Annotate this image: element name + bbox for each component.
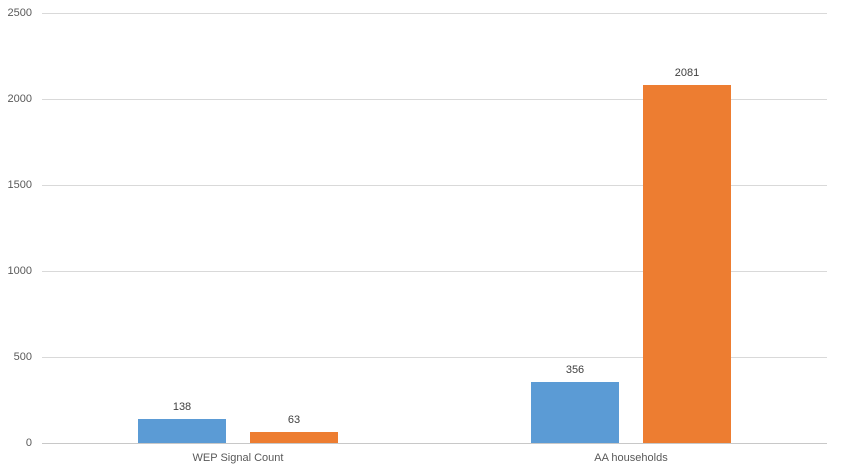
bar-series-2-cat-2 [643,85,731,443]
category-label: AA households [594,452,668,464]
bar-value-label: 2081 [674,67,700,79]
bar-series-1-cat-2 [531,382,619,443]
gridline [42,357,827,358]
y-tick-label: 1000 [7,265,32,277]
y-tick-label: 1500 [7,179,32,191]
y-tick-label: 2500 [7,7,32,19]
bar-value-label: 63 [287,414,301,426]
gridline [42,99,827,100]
bar-series-2-cat-1 [250,432,338,443]
gridline [42,13,827,14]
y-tick-label: 500 [13,351,32,363]
x-axis-line [42,443,827,444]
category-label: WEP Signal Count [192,452,284,464]
gridline [42,185,827,186]
y-tick-label: 2000 [7,93,32,105]
bar-value-label: 138 [172,401,192,413]
bar-series-1-cat-1 [138,419,226,443]
bar-value-label: 356 [565,364,585,376]
y-tick-label: 0 [25,437,32,449]
gridline [42,271,827,272]
